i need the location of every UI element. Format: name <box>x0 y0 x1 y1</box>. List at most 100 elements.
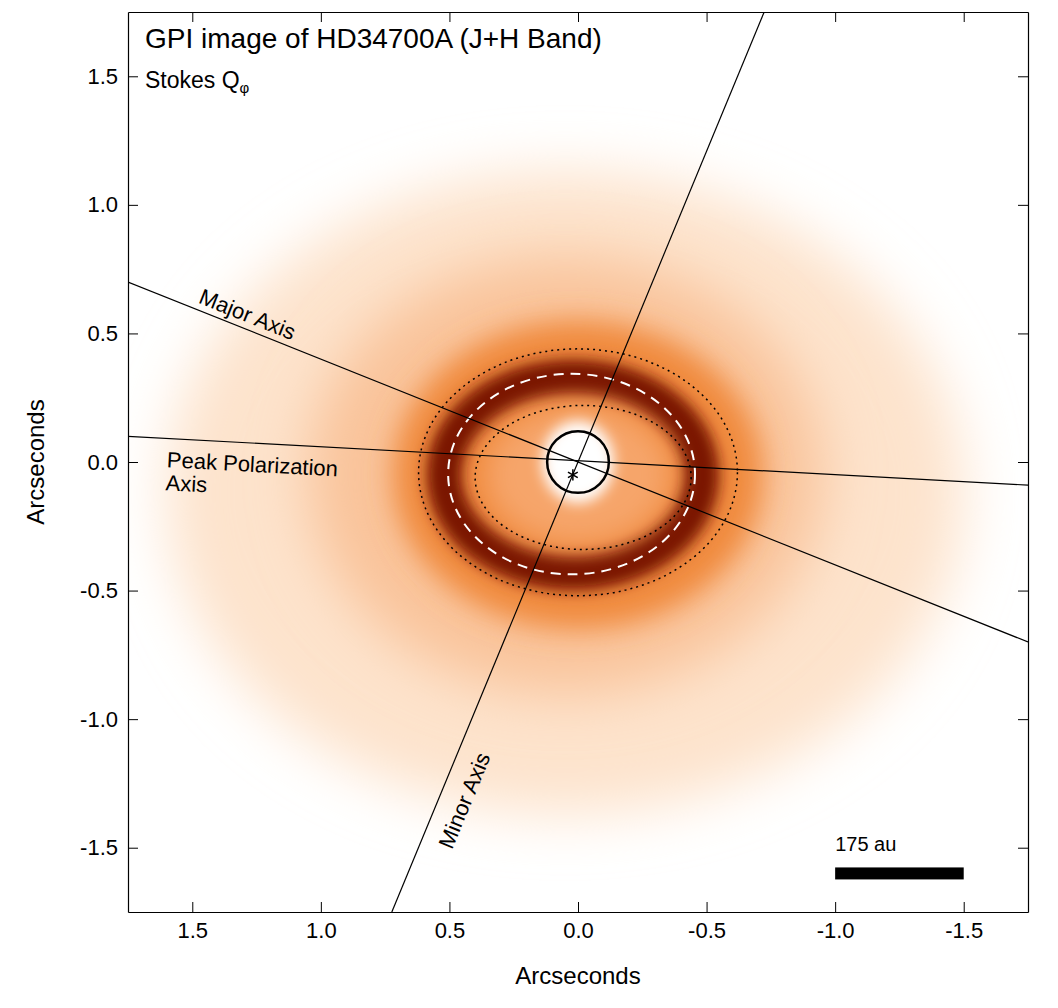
line-label: Minor Axis <box>434 749 496 852</box>
emission-layer <box>308 256 822 693</box>
y-axis-title: Arcseconds <box>22 399 49 524</box>
axis-line <box>392 12 764 912</box>
tick-mark <box>964 902 965 912</box>
y-axis: -1.5 -1.0 -0.5 0.0 0.5 1.0 1.5 <box>80 13 138 913</box>
tick-mark <box>128 333 138 334</box>
emission-layer <box>444 377 701 572</box>
tick-mark <box>449 902 450 912</box>
tick-mark <box>1018 333 1028 334</box>
scale-bar-label: 175 au <box>835 833 896 855</box>
tick: 0.5 <box>87 321 138 346</box>
tick-label: -1.0 <box>817 918 855 943</box>
tick-mark <box>128 205 138 206</box>
tick <box>707 12 708 22</box>
tick-label: 0.5 <box>435 918 466 943</box>
plot-area: 1.5 1.0 0.5 0.0 -0.5 -1.0 -1.5 -1.5 -1.0 -0.5 0.0 0… <box>80 12 1028 943</box>
axis-frame <box>129 912 1029 913</box>
tick: -1.5 <box>80 835 138 860</box>
tick <box>1018 848 1028 849</box>
tick: -1.0 <box>80 707 138 732</box>
tick: -0.5 <box>80 578 138 603</box>
tick-label: -1.5 <box>945 918 983 943</box>
tick-mark <box>192 902 193 912</box>
tick: 0.0 <box>87 450 138 475</box>
tick-label: 0.0 <box>563 918 594 943</box>
tick <box>835 12 836 22</box>
tick-mark <box>578 902 579 912</box>
emission-layer <box>393 321 763 630</box>
tick-mark <box>1018 719 1028 720</box>
tick: 0.0 <box>563 902 594 943</box>
tick-label: 1.5 <box>87 64 118 89</box>
tick-label: -0.5 <box>688 918 726 943</box>
central-circle <box>547 431 609 493</box>
tick-mark <box>964 12 965 22</box>
line-label: Peak PolarizationAxis <box>165 447 339 504</box>
tick <box>449 12 450 22</box>
annotations: Major Axis Peak PolarizationAxis Minor Axi… <box>145 23 896 855</box>
tick: -1.5 <box>945 902 983 943</box>
y-axis-right <box>1018 13 1029 913</box>
tick-label: -1.0 <box>80 707 118 732</box>
line-label-line: Major Axis <box>196 284 300 345</box>
tick-label: -0.5 <box>80 578 118 603</box>
x-axis: 1.5 1.0 0.5 0.0 -0.5 -1.0 -1.5 <box>129 902 1029 943</box>
tick-mark <box>1018 591 1028 592</box>
star-marker <box>568 469 578 480</box>
subtitle: Stokes Qφ <box>145 67 250 96</box>
tick-mark <box>128 719 138 720</box>
tick: -0.5 <box>688 902 726 943</box>
x-axis-title: Arcseconds <box>515 962 640 989</box>
tick: 0.5 <box>435 902 466 943</box>
line-label-line: Axis <box>165 470 208 497</box>
ellipse-outline <box>419 349 738 596</box>
tick-mark <box>1018 462 1028 463</box>
tick <box>964 12 965 22</box>
tick-mark <box>707 902 708 912</box>
scale-bar <box>835 867 964 879</box>
tick-mark <box>835 902 836 912</box>
tick-label: -1.5 <box>80 835 118 860</box>
tick: 1.0 <box>306 902 337 943</box>
tick-label: 1.5 <box>177 918 208 943</box>
tick-label: 0.0 <box>87 450 118 475</box>
tick: 1.5 <box>177 902 208 943</box>
tick-mark <box>192 12 193 22</box>
tick-label: 1.0 <box>306 918 337 943</box>
tick <box>1018 462 1028 463</box>
emission-layer <box>485 405 670 544</box>
tick-mark <box>1018 848 1028 849</box>
line-label-line: Minor Axis <box>434 749 496 852</box>
tick-mark <box>128 591 138 592</box>
x-axis-top <box>129 12 1029 22</box>
title: GPI image of HD34700A (J+H Band) <box>145 23 602 54</box>
tick <box>321 12 322 22</box>
tick-mark <box>449 12 450 22</box>
tick <box>578 12 579 22</box>
ellipse-outline <box>475 405 691 549</box>
tick-label: 0.5 <box>87 321 118 346</box>
tick <box>1018 719 1028 720</box>
tick-label: 1.0 <box>87 192 118 217</box>
axis-frame <box>1028 13 1029 913</box>
tick-mark <box>835 12 836 22</box>
tick <box>192 12 193 22</box>
tick: 1.0 <box>87 192 138 217</box>
tick-mark <box>578 12 579 22</box>
tick <box>1018 333 1028 334</box>
tick-mark <box>321 12 322 22</box>
tick-mark <box>128 848 138 849</box>
tick <box>1018 591 1028 592</box>
line-label: Major Axis <box>196 284 300 345</box>
tick: -1.0 <box>817 902 855 943</box>
tick-mark <box>128 462 138 463</box>
tick-mark <box>1018 76 1028 77</box>
tick <box>1018 76 1028 77</box>
tick-mark <box>1018 205 1028 206</box>
chart-svg: 1.5 1.0 0.5 0.0 -0.5 -1.0 -1.5 -1.5 -1.0 -0.5 0.0 0… <box>0 0 1058 1008</box>
marks <box>128 12 1028 912</box>
plot-background <box>128 12 1028 912</box>
tick: 1.5 <box>87 64 138 89</box>
tick-mark <box>321 902 322 912</box>
tick <box>1018 205 1028 206</box>
